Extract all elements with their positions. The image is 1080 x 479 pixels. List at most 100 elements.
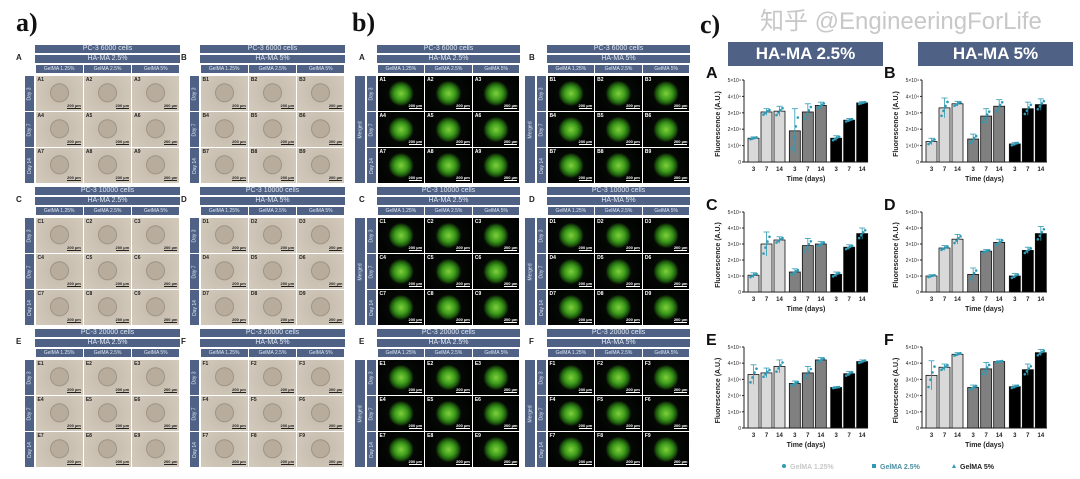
image-id: E6 xyxy=(474,397,481,403)
micrograph-B2: B2 200 µm xyxy=(248,76,297,111)
data-point-E xyxy=(753,371,756,374)
image-id: B5 xyxy=(250,113,258,119)
micrograph-F7: F7 200 µm xyxy=(200,432,248,467)
day-label-b-E-3: Day 14 xyxy=(367,432,376,467)
bar-A-1-7 xyxy=(760,111,773,163)
data-point-F xyxy=(1036,353,1040,357)
y-tick-label-D: 4×10⁴ xyxy=(906,226,919,232)
image-id: B1 xyxy=(549,77,556,83)
x-axis-label-A: Time (days) xyxy=(787,176,826,183)
bar-A-3-3 xyxy=(830,137,843,163)
image-id: C3 xyxy=(474,219,482,225)
x-tick-label-D: 3 xyxy=(930,297,934,303)
data-point-D xyxy=(942,247,945,251)
image-id: F2 xyxy=(250,361,257,367)
data-point-F xyxy=(944,365,947,368)
image-id: D4 xyxy=(549,255,556,261)
data-point-A xyxy=(807,109,811,112)
scale-bar: 200 µm xyxy=(503,317,518,323)
y-tick-label-E: 4×10⁴ xyxy=(728,361,741,367)
y-axis-label-C: Fluorescence (A.U.) xyxy=(715,222,722,288)
y-tick-label-C: 0 xyxy=(738,290,741,296)
block-title-a-B: PC-3 6000 cells xyxy=(200,45,345,53)
data-point-B xyxy=(974,134,978,138)
day-label-a-D-3: Day 14 xyxy=(190,290,199,325)
chart-column-title-hama-2-5: HA-MA 2.5% xyxy=(728,42,883,66)
data-point-C xyxy=(790,273,794,276)
x-tick-label-E: 3 xyxy=(752,433,756,439)
block-letter-b-C: C xyxy=(359,195,365,204)
data-point-F xyxy=(1016,384,1020,388)
scale-bar: 200 µm xyxy=(503,459,518,465)
micrograph-A5: A5 200 µm xyxy=(425,112,472,147)
data-point-A xyxy=(792,136,796,139)
day-label-b-A-2: Day 7 xyxy=(367,112,376,147)
image-id: D6 xyxy=(299,255,306,261)
scale-bar: 200 µm xyxy=(232,423,246,429)
data-point-B xyxy=(998,103,1002,107)
data-point-B xyxy=(940,114,943,118)
bar-E-3-7 xyxy=(843,373,856,429)
legend-marker-circle xyxy=(782,464,786,468)
x-tick-label-E: 14 xyxy=(817,433,824,439)
micrograph-C5: C5 200 µm xyxy=(83,254,132,289)
data-point-E xyxy=(833,386,837,390)
image-id: D3 xyxy=(644,219,652,225)
image-id: C7 xyxy=(37,291,44,297)
x-tick-label-F: 14 xyxy=(996,433,1003,439)
scale-bar: 200 µm xyxy=(232,103,246,109)
legend-item-2: GelMA 2.5% xyxy=(880,464,921,471)
image-id: E3 xyxy=(134,361,141,367)
scale-bar: 200 µm xyxy=(456,459,470,465)
data-point-A xyxy=(835,136,839,140)
image-id: F3 xyxy=(644,361,651,367)
data-point-E xyxy=(844,374,848,377)
column-header-b-D-2: GelMA 2.5% xyxy=(595,207,642,215)
data-point-C xyxy=(835,272,839,276)
y-tick-label-D: 5×10⁴ xyxy=(906,210,919,216)
block-hama-a-F: HA-MA 5% xyxy=(200,339,345,347)
scale-bar: 200 µm xyxy=(503,387,518,393)
scale-bar: 200 µm xyxy=(626,317,640,323)
data-point-B xyxy=(996,106,1000,110)
data-point-B xyxy=(942,109,945,113)
data-point-C xyxy=(777,239,780,243)
x-tick-label-D: 7 xyxy=(984,297,988,303)
data-point-F xyxy=(1027,367,1031,370)
day-label-b-D-2: Day 7 xyxy=(537,254,546,289)
data-point-C xyxy=(764,246,767,249)
data-point-D xyxy=(1012,275,1016,279)
micrograph-B7: B7 200 µm xyxy=(547,148,595,183)
image-id: C8 xyxy=(85,291,93,297)
data-point-D xyxy=(955,239,958,242)
scale-bar: 200 µm xyxy=(578,317,593,323)
column-header-a-B-1: GelMA 1.25% xyxy=(200,65,248,73)
data-point-D xyxy=(974,269,978,272)
scale-bar: 200 µm xyxy=(163,387,178,393)
block-hama-a-A: HA-MA 2.5% xyxy=(35,55,180,63)
image-id: C5 xyxy=(427,255,434,261)
block-letter-a-F: F xyxy=(181,337,186,346)
chart-letter-C: C xyxy=(706,197,718,214)
scale-bar: 200 µm xyxy=(626,423,640,429)
y-tick-label-C: 5×10⁴ xyxy=(728,210,741,216)
chart-letter-E: E xyxy=(706,332,717,349)
block-letter-b-B: B xyxy=(529,53,535,62)
micrograph-B1: B1 200 µm xyxy=(547,76,595,111)
x-tick-label-E: 3 xyxy=(834,433,838,439)
data-point-F xyxy=(983,369,987,373)
scale-bar: 200 µm xyxy=(673,317,688,323)
image-id: E7 xyxy=(37,433,44,439)
block-hama-b-E: HA-MA 2.5% xyxy=(377,339,520,347)
image-id: E3 xyxy=(474,361,481,367)
scale-bar: 200 µm xyxy=(232,459,246,465)
data-point-A xyxy=(764,111,767,115)
block-hama-a-C: HA-MA 2.5% xyxy=(35,197,180,205)
scale-bar: 200 µm xyxy=(673,103,688,109)
x-tick-label-A: 3 xyxy=(834,167,838,173)
scale-bar: 200 µm xyxy=(456,423,470,429)
scale-bar: 200 µm xyxy=(456,139,470,145)
block-title-a-A: PC-3 6000 cells xyxy=(35,45,180,53)
bar-E-2-3 xyxy=(788,383,801,429)
column-header-a-B-3: GelMA 5% xyxy=(297,65,345,73)
